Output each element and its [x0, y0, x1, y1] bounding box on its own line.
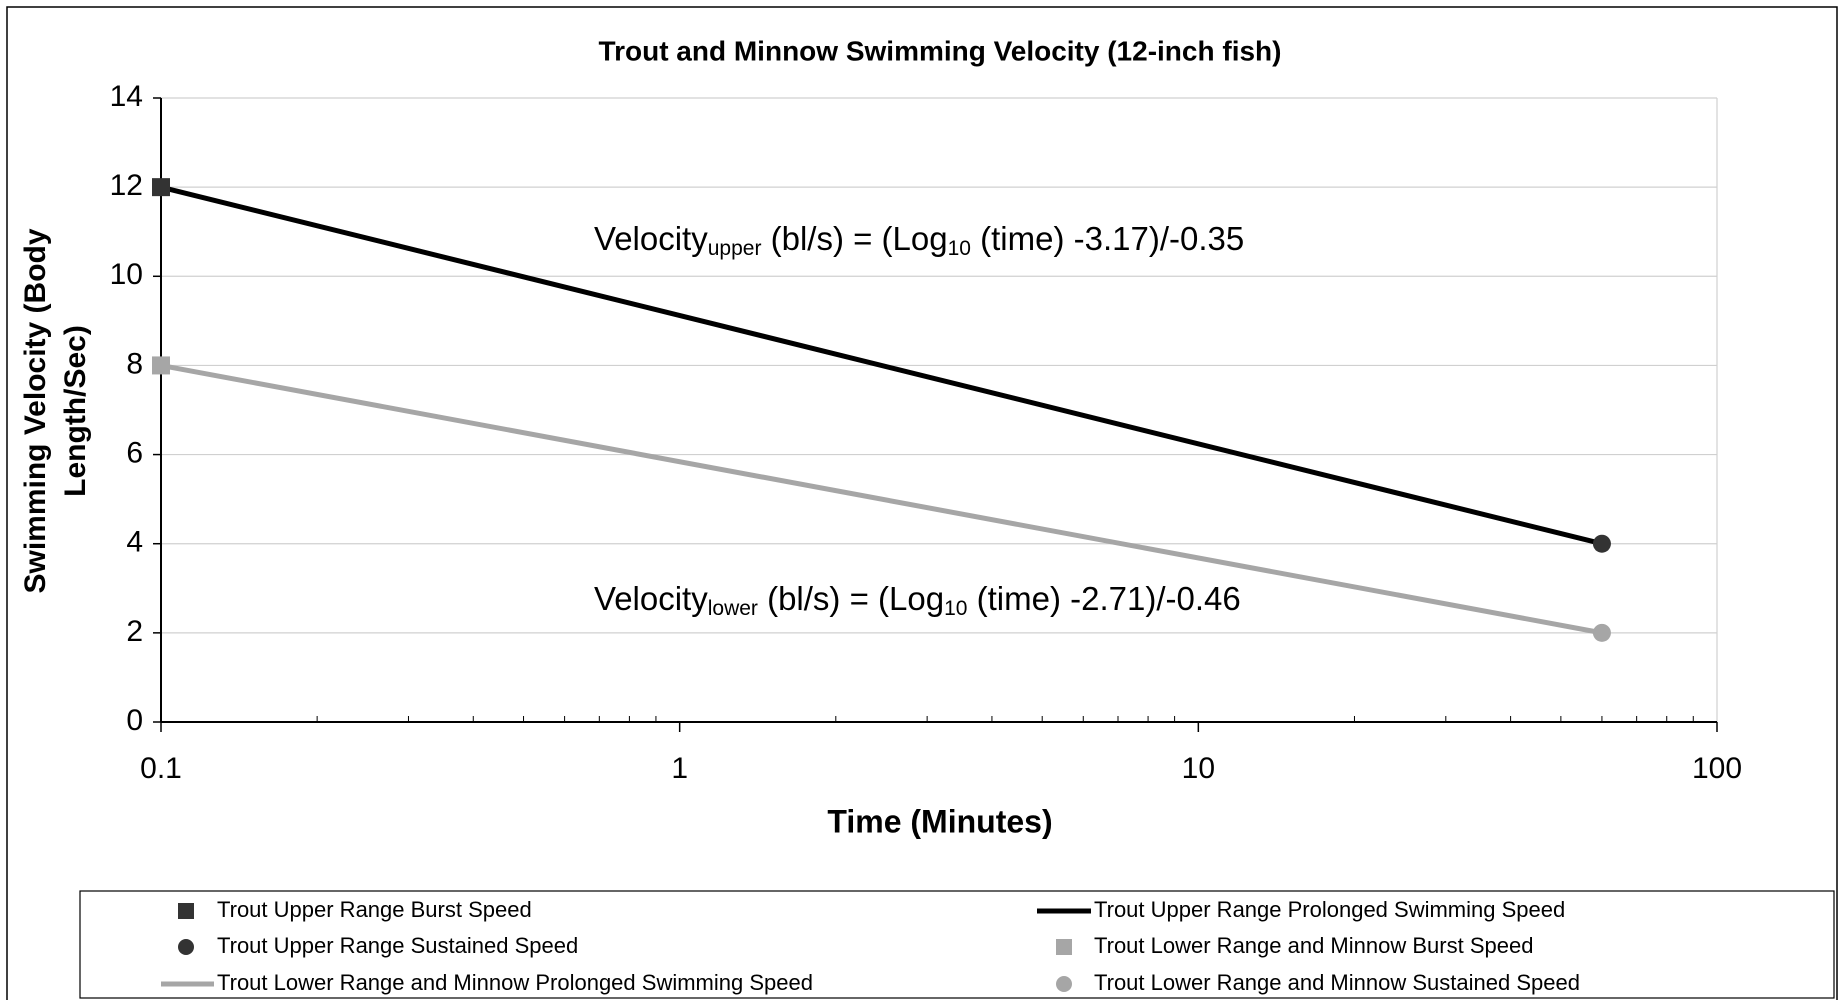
y-axis-label: Swimming Velocity (Body Length/Sec): [19, 228, 92, 593]
legend-entry: Trout Lower Range and Minnow Burst Speed: [1056, 933, 1533, 958]
subscript: 10: [944, 597, 967, 620]
series-line: [160, 362, 1603, 636]
legend-circle: [1056, 976, 1072, 992]
series-line: [160, 184, 1603, 547]
legend-label: Trout Upper Range Sustained Speed: [217, 933, 578, 958]
y-axis-label-line: Swimming Velocity (Body: [19, 228, 52, 593]
y-tick-label: 2: [126, 615, 143, 648]
y-tick-label: 8: [126, 347, 143, 380]
legend-entry: Trout Upper Range Prolonged Swimming Spe…: [1037, 897, 1565, 922]
y-axis-label-line: Length/Sec): [59, 325, 92, 497]
equation-text: (time) -2.71)/-0.46: [967, 580, 1240, 617]
legend-label: Trout Lower Range and Minnow Prolonged S…: [217, 970, 813, 995]
legend-square: [1056, 939, 1072, 955]
equation-text: Velocity: [594, 580, 708, 617]
legend-square: [178, 903, 194, 919]
legend-entry: Trout Upper Range Burst Speed: [178, 897, 532, 922]
legend-label: Trout Upper Range Burst Speed: [217, 897, 532, 922]
x-tick-label: 1: [671, 752, 688, 785]
equation-annotation: Velocityupper (bl/s) = (Log10 (time) -3.…: [594, 220, 1244, 260]
legend-circle: [178, 939, 194, 955]
x-tick-label: 10: [1182, 752, 1215, 785]
x-tick-label: 0.1: [140, 752, 182, 785]
y-tick-label: 0: [126, 704, 143, 737]
legend-label: Trout Upper Range Prolonged Swimming Spe…: [1094, 897, 1565, 922]
subscript: upper: [708, 237, 762, 260]
y-tick-label: 6: [126, 436, 143, 469]
equation-text: Velocity: [594, 220, 708, 257]
y-tick-label: 4: [126, 526, 143, 559]
legend-box: [79, 890, 1835, 999]
equation-text: (bl/s) = (Log: [758, 580, 944, 617]
legend-entry: Trout Lower Range and Minnow Sustained S…: [1056, 970, 1580, 995]
equation-text: (time) -3.17)/-0.35: [971, 220, 1244, 257]
x-axis-label: Time (Minutes): [827, 803, 1052, 839]
legend-label: Trout Lower Range and Minnow Sustained S…: [1094, 970, 1580, 995]
chart-title: Trout and Minnow Swimming Velocity (12-i…: [599, 35, 1282, 66]
subscript: lower: [708, 597, 758, 620]
y-tick-label: 14: [110, 80, 143, 113]
y-tick-label: 10: [110, 258, 143, 291]
legend-label: Trout Lower Range and Minnow Burst Speed: [1094, 933, 1533, 958]
x-tick-label: 100: [1692, 752, 1742, 785]
y-tick-label: 12: [110, 169, 143, 202]
subscript: 10: [948, 237, 971, 260]
legend-entry: Trout Upper Range Sustained Speed: [178, 933, 578, 958]
circle-marker: [1592, 534, 1611, 553]
square-marker: [152, 356, 170, 375]
equation-annotation: Velocitylower (bl/s) = (Log10 (time) -2.…: [594, 580, 1241, 620]
square-marker: [152, 178, 170, 197]
chart-frame: [6, 6, 1838, 1000]
circle-marker: [1592, 623, 1611, 642]
legend-entry: Trout Lower Range and Minnow Prolonged S…: [161, 970, 813, 995]
equation-text: (bl/s) = (Log: [761, 220, 947, 257]
